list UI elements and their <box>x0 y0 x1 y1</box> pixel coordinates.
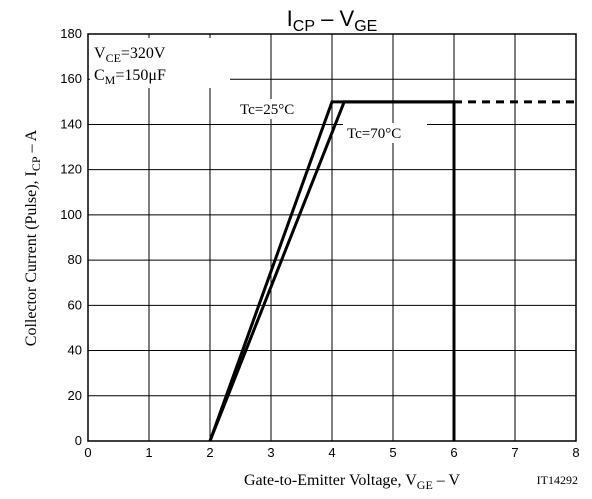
x-tick-label: 1 <box>145 445 152 460</box>
series-label-tc70: Tc=70°C <box>347 126 401 142</box>
y-tick-label: 120 <box>60 162 82 177</box>
y-axis-label: Collector Current (Pulse), ICP – A <box>23 129 43 346</box>
series-label-tc25: Tc=25°C <box>240 102 294 118</box>
y-tick-label: 140 <box>60 116 82 131</box>
y-tick-label: 80 <box>68 252 82 267</box>
x-tick-label: 6 <box>450 445 457 460</box>
x-tick-labels: 0 1 2 3 4 5 6 7 8 <box>84 445 579 460</box>
x-tick-label: 8 <box>572 445 579 460</box>
x-axis-label: Gate-to-Emitter Voltage, VGE – V <box>244 472 461 492</box>
x-tick-label: 5 <box>389 445 396 460</box>
y-tick-label: 0 <box>75 433 82 448</box>
y-tick-label: 40 <box>68 343 82 358</box>
condition-vce: VCE=320V <box>94 45 166 65</box>
x-tick-label: 4 <box>328 445 335 460</box>
x-tick-label: 7 <box>511 445 518 460</box>
series-curves <box>208 100 576 442</box>
x-tick-label: 3 <box>267 445 274 460</box>
y-tick-label: 20 <box>68 388 82 403</box>
condition-cm: CM=150μF <box>94 67 166 87</box>
y-tick-labels: 0 20 40 60 80 100 120 140 160 180 <box>60 26 82 448</box>
y-tick-label: 160 <box>60 71 82 86</box>
series-line-tc70 <box>208 100 454 442</box>
x-tick-label: 2 <box>206 445 213 460</box>
series-label-25-bg <box>236 99 320 119</box>
y-tick-label: 60 <box>68 297 82 312</box>
y-tick-label: 180 <box>60 26 82 41</box>
plot-frame <box>87 33 577 442</box>
grid-lines <box>88 34 576 441</box>
y-tick-label: 100 <box>60 207 82 222</box>
series-label-70-bg <box>343 123 427 143</box>
chart-title: ICP – VGE <box>287 6 378 35</box>
figure-code: IT14292 <box>537 473 578 487</box>
conditions-box <box>90 38 230 88</box>
x-tick-label: 0 <box>84 445 91 460</box>
